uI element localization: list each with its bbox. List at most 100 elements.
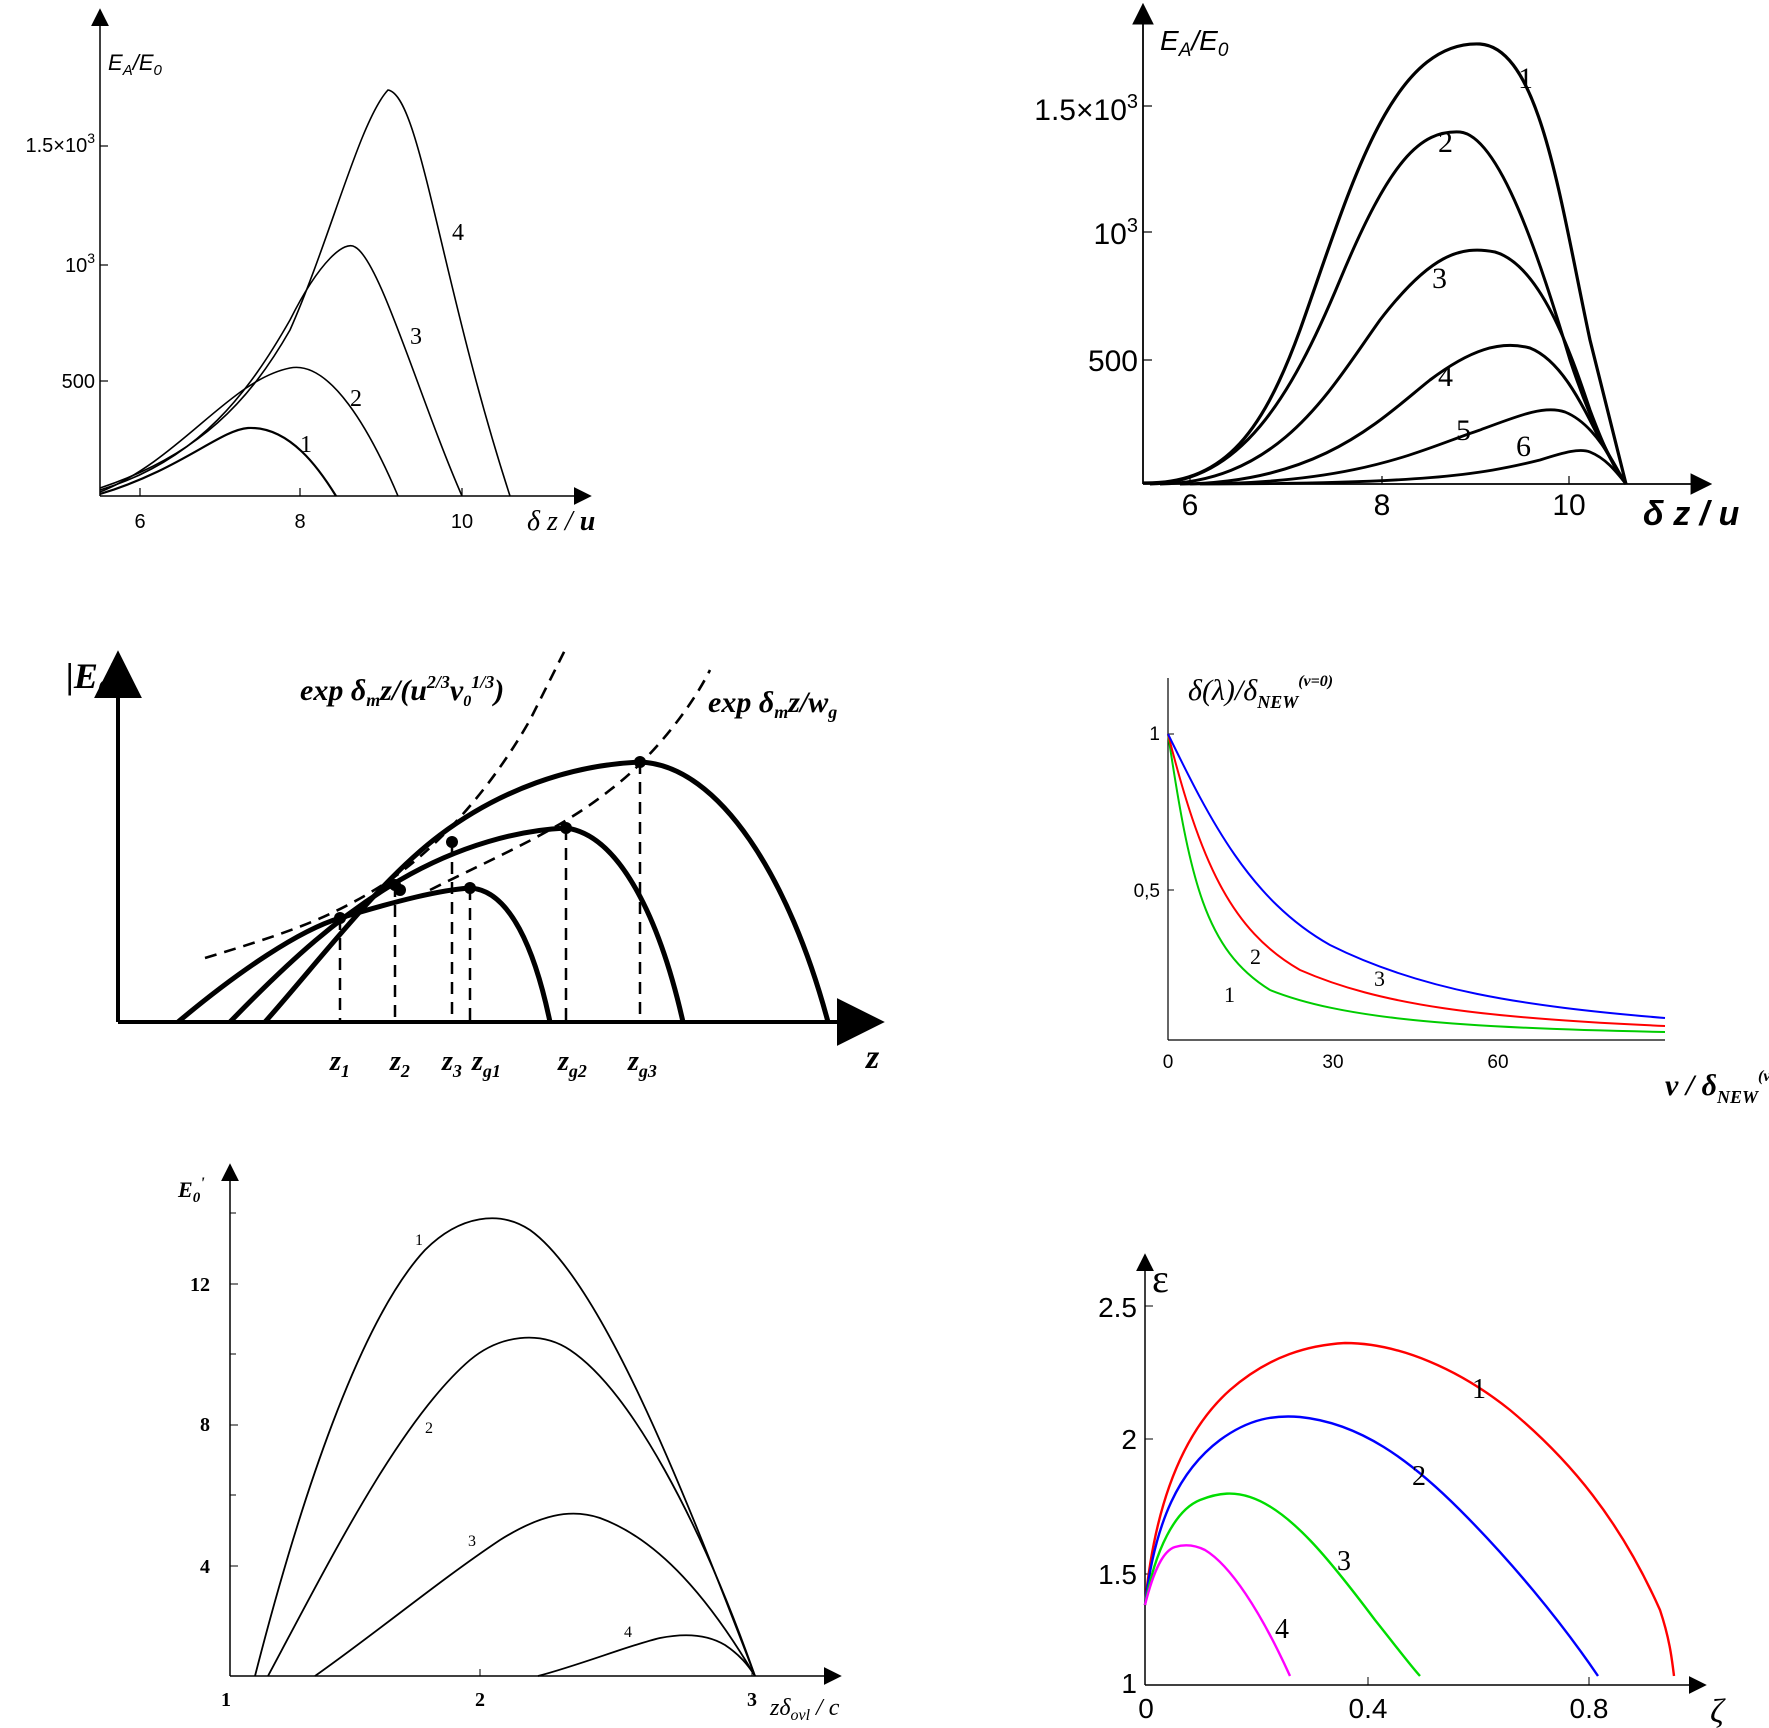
p5-label-1: 1 [415, 1232, 423, 1249]
p5-series-2 [267, 1336, 756, 1677]
p2-series-2 [1149, 130, 1628, 486]
p3-dashed-curve-1 [204, 649, 567, 960]
p6-xtick-04: 0.4 [1349, 1693, 1388, 1724]
p4-label-3: 3 [1374, 966, 1385, 991]
p5-series-3 [314, 1512, 756, 1677]
p3-ylabel: |E0| [66, 656, 117, 700]
p5-ylabel: E0' [177, 1175, 205, 1206]
p6-series-4 [1143, 1544, 1292, 1677]
p6-xtick-08: 0.8 [1570, 1693, 1609, 1724]
p4-xtick-30: 30 [1322, 1052, 1343, 1073]
p5-label-4: 4 [624, 1624, 632, 1641]
p6-xlabel: ζ [1710, 1693, 1726, 1728]
panel-5: E0' zδovl / c 1 2 3 4 8 12 1 2 3 4 [177, 1163, 842, 1724]
p1-ytick-1000: 103 [65, 250, 95, 277]
p5-label-3: 3 [468, 1533, 476, 1550]
p3-xtick-z3: z3 [441, 1046, 462, 1081]
p2-series-3 [1159, 248, 1628, 486]
p6-label-3: 3 [1337, 1546, 1351, 1577]
p1-series-2 [99, 366, 399, 497]
p5-xlabel: zδovl / c [769, 1695, 840, 1724]
p6-label-2: 2 [1412, 1461, 1426, 1492]
p2-xlabel: δ z / u [1643, 495, 1740, 533]
p5-ytick-4: 4 [200, 1556, 210, 1578]
p3-xtick-zg3: zg3 [627, 1046, 657, 1081]
p6-series-1 [1143, 1341, 1676, 1677]
p1-ytick-1500: 1.5×103 [25, 130, 95, 157]
p2-label-2: 2 [1438, 126, 1453, 159]
p3-xtick-z1: z1 [329, 1046, 350, 1081]
p5-xtick-1: 1 [221, 1689, 231, 1711]
p6-ytick-2: 2 [1121, 1424, 1137, 1455]
panel-2: EA/E0 δ z / u 6 8 10 500 103 1.5×103 1 2… [1034, 2, 1740, 533]
p6-xtick-0: 0 [1138, 1693, 1154, 1724]
p1-xtick-8: 8 [294, 511, 305, 533]
p1-series-3 [99, 244, 463, 497]
p1-ytick-500: 500 [62, 371, 95, 393]
p2-xtick-8: 8 [1374, 489, 1391, 522]
panel-1: EA/E0 δ z / u 6 8 10 500 103 1.5×103 1 2… [25, 8, 595, 537]
panel-6: ε ζ 0 0.4 0.8 1 1.5 2 2.5 1 2 3 4 [1098, 1253, 1726, 1728]
p4-xlabel: ν / δNEW(ν=0) [1665, 1068, 1769, 1107]
p4-xtick-0: 0 [1163, 1052, 1174, 1073]
p1-xlabel: δ z / u [527, 506, 595, 537]
p4-series-2 [1167, 733, 1666, 1027]
p4-series-3 [1167, 733, 1666, 1019]
p3-curve-3 [263, 759, 831, 1024]
p4-label-2: 2 [1250, 944, 1261, 969]
p5-xtick-3: 3 [747, 1689, 757, 1711]
p2-label-3: 3 [1432, 262, 1447, 295]
p1-label-1: 1 [300, 432, 312, 458]
p2-ylabel: EA/E0 [1160, 25, 1229, 61]
p6-label-4: 4 [1275, 1614, 1289, 1645]
panel-3: |E0| z z1 z2 z3 zg1 zg2 zg3 exp δmz/(u2/… [66, 649, 885, 1081]
p5-series-4 [537, 1634, 756, 1677]
p2-series-1 [1142, 42, 1628, 485]
p4-ytick-1: 1 [1149, 724, 1160, 745]
p3-xlabel: z [865, 1039, 880, 1076]
p4-series-1 [1167, 733, 1666, 1033]
p2-xtick-6: 6 [1182, 489, 1199, 522]
p4-xtick-60: 60 [1487, 1052, 1508, 1073]
p1-series-1 [99, 426, 337, 497]
p2-label-6: 6 [1516, 430, 1531, 463]
p3-curve-1 [176, 885, 553, 1024]
p5-series-1 [254, 1217, 756, 1677]
p1-xtick-10: 10 [451, 511, 473, 533]
p2-ytick-500: 500 [1088, 345, 1138, 378]
p1-label-2: 2 [350, 386, 362, 412]
p2-ytick-1000: 103 [1094, 215, 1139, 251]
p2-label-1: 1 [1518, 62, 1533, 95]
p6-label-1: 1 [1472, 1374, 1486, 1405]
p6-series-2 [1143, 1415, 1599, 1677]
p6-ytick-15: 1.5 [1098, 1559, 1137, 1590]
p1-ylabel: EA/E0 [108, 50, 163, 79]
p2-ytick-1500: 1.5×103 [1034, 91, 1138, 127]
p3-annotation-2: exp δmz/wg [708, 686, 837, 722]
p2-series-5 [1189, 408, 1628, 486]
p2-label-4: 4 [1438, 360, 1453, 393]
panel-4: δ(λ)/δNEW(ν=0) ν / δNEW(ν=0) 0 30 60 0,5… [1134, 673, 1769, 1107]
p5-label-2: 2 [425, 1420, 433, 1437]
p6-ylabel: ε [1152, 1256, 1169, 1301]
p2-xtick-10: 10 [1552, 489, 1585, 522]
p5-ytick-12: 12 [190, 1274, 210, 1296]
p1-series-4 [99, 89, 511, 497]
p2-label-5: 5 [1456, 414, 1471, 447]
p3-xtick-zg1: zg1 [471, 1046, 501, 1081]
p1-label-4: 4 [452, 220, 464, 246]
p6-ytick-1: 1 [1121, 1668, 1137, 1699]
p5-xtick-2: 2 [475, 1689, 485, 1711]
p5-ytick-8: 8 [200, 1414, 210, 1436]
p4-label-1: 1 [1224, 982, 1235, 1007]
p3-curve-2 [228, 825, 686, 1024]
p3-xtick-z2: z2 [389, 1046, 410, 1081]
p6-ytick-25: 2.5 [1098, 1292, 1137, 1323]
p2-series-6 [1199, 449, 1628, 486]
p3-xtick-zg2: zg2 [557, 1046, 587, 1081]
p3-dashed-curve-2 [429, 669, 712, 892]
p6-series-3 [1143, 1492, 1421, 1677]
p1-xtick-6: 6 [134, 511, 145, 533]
p1-label-3: 3 [410, 324, 422, 350]
